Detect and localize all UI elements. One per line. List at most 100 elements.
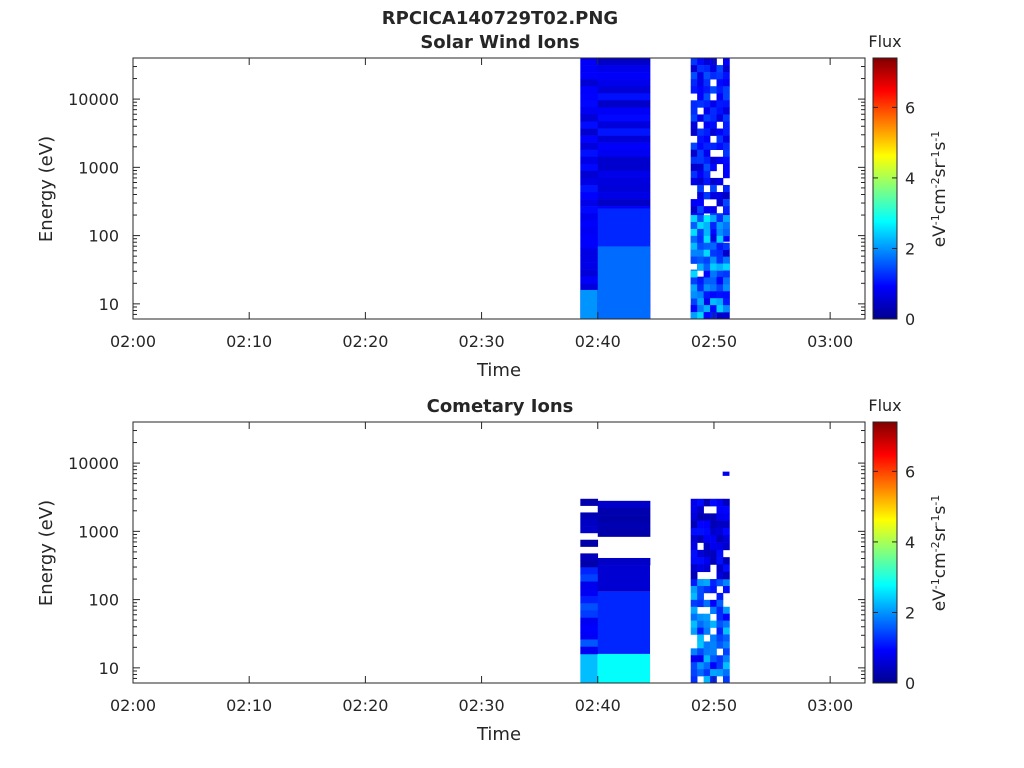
heatmap-cell (580, 213, 599, 221)
heatmap-cell (580, 199, 599, 207)
heatmap-cell (710, 100, 717, 108)
heatmap-cell (697, 277, 704, 285)
heatmap-cell (597, 184, 651, 193)
heatmap-cell (710, 520, 717, 529)
heatmap-cell (716, 634, 724, 642)
heatmap-cell (710, 192, 717, 200)
heatmap-cell (690, 613, 698, 621)
heatmap-cell (690, 627, 698, 635)
heatmap-cell (716, 655, 724, 663)
heatmap-cell (722, 298, 730, 306)
heatmap-cell (690, 163, 698, 172)
heatmap-cell (690, 149, 698, 158)
heatmap-cell (703, 599, 711, 608)
heatmap-cell (716, 263, 724, 271)
x-tick-label: 02:10 (226, 696, 272, 715)
heatmap-cell (703, 297, 711, 306)
heatmap-cell (722, 242, 730, 251)
heatmap-cell (710, 599, 717, 608)
x-tick-label: 02:30 (459, 332, 505, 351)
heatmap-cell (597, 591, 651, 654)
heatmap-cell (580, 653, 598, 683)
x-axis-label: Time (476, 360, 521, 381)
x-tick-label: 02:40 (575, 696, 621, 715)
heatmap-cell (697, 79, 704, 87)
heatmap-block (597, 653, 651, 683)
heatmap-cell (716, 114, 724, 122)
heatmap-cell (690, 221, 698, 230)
colorbar-tick-label: 2 (905, 239, 915, 258)
heatmap-block (580, 653, 598, 683)
heatmap-cell (710, 542, 717, 551)
heatmap-cell (580, 142, 599, 151)
heatmap-cell (722, 669, 730, 677)
heatmap-cell (697, 58, 704, 66)
heatmap-cell (703, 676, 711, 684)
heatmap-cell (722, 498, 730, 507)
heatmap-cell (697, 498, 704, 507)
heatmap-cell (716, 311, 724, 320)
heatmap-cell (690, 284, 698, 292)
heatmap-cell (697, 114, 704, 122)
heatmap-cell (722, 641, 730, 649)
heatmap-cell (710, 549, 717, 558)
heatmap-cell (580, 156, 599, 165)
colorbar-tick-label: 4 (905, 533, 915, 552)
heatmap-cell (716, 100, 724, 108)
heatmap-cell (722, 579, 730, 587)
heatmap-cell (690, 128, 698, 136)
heatmap-cell (597, 79, 651, 87)
colorbar-tick-label: 2 (905, 603, 915, 622)
heatmap-cell (710, 227, 717, 235)
heatmap-cell (597, 114, 651, 122)
heatmap-cell (697, 235, 704, 244)
heatmap-cell (690, 256, 698, 264)
heatmap-cell (690, 520, 698, 529)
heatmap-cell (710, 177, 717, 186)
heatmap-cell (690, 557, 698, 565)
x-tick-label: 02:50 (691, 696, 737, 715)
heatmap-block (597, 208, 651, 247)
heatmap-cell (722, 256, 730, 264)
colorbar-tick-label: 0 (905, 310, 915, 329)
heatmap-cell (716, 599, 724, 608)
heatmap-cell (703, 228, 711, 237)
heatmap-cell (722, 156, 730, 165)
heatmap-cell (716, 248, 724, 256)
heatmap-cell (710, 72, 717, 80)
heatmap-cell (580, 526, 599, 534)
heatmap-cell (690, 156, 698, 165)
x-tick-label: 02:00 (110, 332, 156, 351)
heatmap-cell (690, 527, 698, 536)
heatmap-cell (710, 234, 717, 242)
heatmap-cell (580, 135, 599, 143)
heatmap-cell (690, 648, 698, 656)
heatmap-cell (690, 535, 698, 543)
heatmap-cell (580, 560, 599, 568)
heatmap-cell (597, 653, 651, 683)
heatmap-cell (597, 72, 651, 80)
heatmap-cell (580, 624, 599, 633)
y-tick-label: 1000 (78, 522, 119, 541)
heatmap-cell (710, 277, 717, 285)
heatmap-cell (697, 177, 704, 186)
colorbar-gradient (872, 57, 898, 320)
heatmap-cell (710, 634, 717, 642)
heatmap-cell (722, 121, 730, 129)
heatmap-cell (697, 549, 704, 558)
heatmap-cell (697, 156, 704, 165)
heatmap-cell (703, 114, 711, 122)
heatmap-cell (690, 270, 698, 278)
heatmap-cell (580, 617, 599, 626)
heatmap-cell (703, 305, 711, 313)
heatmap-cell (580, 262, 599, 270)
heatmap-cell (580, 100, 599, 108)
heatmap-cell (690, 513, 698, 521)
heatmap-cell (580, 192, 599, 200)
x-tick-label: 03:00 (807, 332, 853, 351)
heatmap-cell (697, 291, 704, 299)
heatmap-cell (690, 571, 698, 580)
heatmap-cell (722, 149, 730, 158)
figure-title: RPCICA140729T02.PNG (382, 8, 618, 29)
